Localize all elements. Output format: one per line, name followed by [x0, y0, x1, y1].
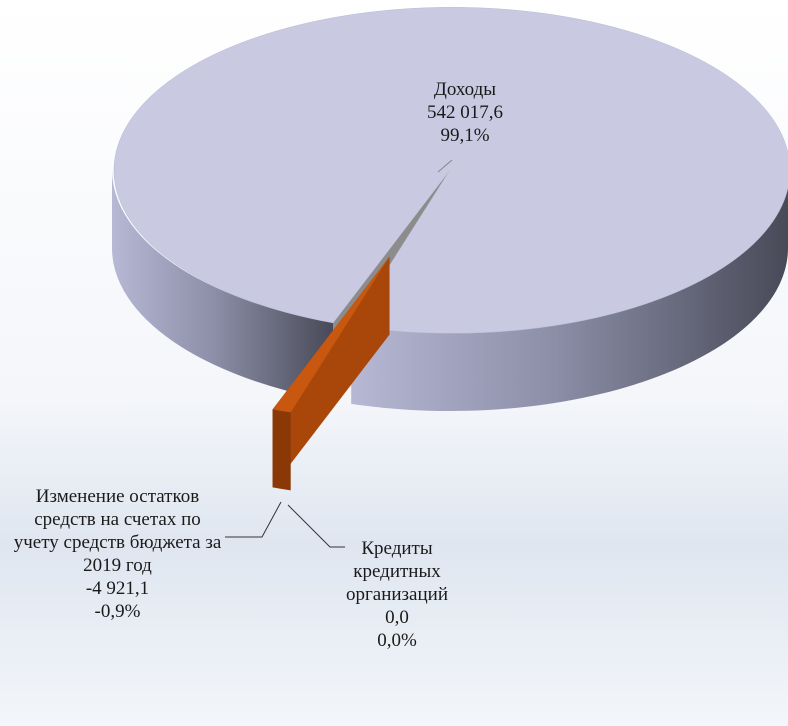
category-label: Кредиты кредитных организаций — [345, 538, 448, 605]
slice-label: Изменение остатков средств на счетах по … — [10, 485, 225, 623]
slice-cut-face — [272, 256, 390, 488]
slice-top — [113, 7, 788, 334]
percent-label: -0,9% — [94, 601, 141, 622]
slice-top — [272, 256, 390, 413]
leader-line — [437, 159, 453, 173]
percent-label: 99,1% — [440, 125, 490, 146]
category-label: Доходы — [433, 79, 497, 100]
slice-label: Кредиты кредитных организаций 0,0 0,0% — [322, 537, 472, 652]
leader-line — [225, 501, 282, 538]
value-label: 0,0 — [385, 607, 409, 628]
slice-side — [112, 170, 334, 401]
leader-line — [287, 504, 345, 548]
slice-side — [351, 170, 788, 412]
slice-label: Доходы 542 017,6 99,1% — [385, 78, 545, 147]
category-label: Изменение остатков средств на счетах по … — [13, 486, 222, 576]
value-label: 542 017,6 — [427, 102, 503, 123]
percent-label: 0,0% — [377, 630, 417, 651]
value-label: -4 921,1 — [85, 578, 150, 599]
slice-side — [272, 409, 291, 491]
